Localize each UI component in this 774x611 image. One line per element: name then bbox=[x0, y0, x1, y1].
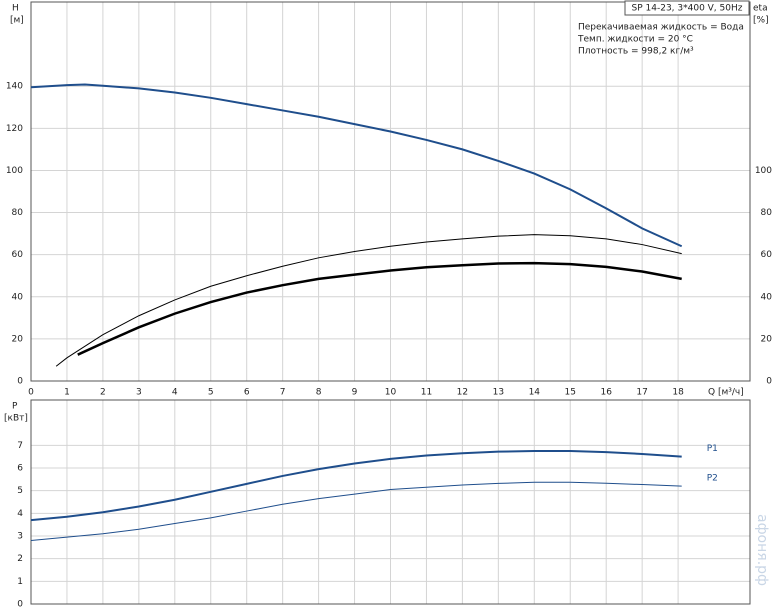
y-tick-label: 5 bbox=[17, 486, 23, 496]
x-tick-label: 3 bbox=[136, 388, 142, 398]
x-tick-label: 16 bbox=[600, 388, 612, 398]
model: SP 14-23, 3*400 V, 50Hz bbox=[632, 4, 743, 14]
y-tick-label: 140 bbox=[6, 82, 23, 92]
x-axis-label: Q [м³/ч] bbox=[708, 388, 744, 398]
y-axis-unit: [кВт] bbox=[4, 414, 28, 424]
bottom-plot-frame bbox=[30, 399, 751, 605]
watermark: афоня.рф bbox=[754, 514, 770, 586]
y-tick-label: 100 bbox=[6, 166, 23, 176]
x-tick-label: 13 bbox=[493, 388, 504, 398]
y-axis-label: P bbox=[12, 402, 18, 412]
curve bbox=[30, 450, 682, 522]
x-tick-label: 4 bbox=[172, 388, 178, 398]
series-label: P2 bbox=[707, 474, 718, 484]
y-tick-label: 40 bbox=[12, 292, 24, 302]
series-label: P1 bbox=[707, 444, 718, 454]
y-tick-label: 80 bbox=[12, 208, 24, 218]
x-tick-label: 12 bbox=[457, 388, 468, 398]
y-tick-label: 7 bbox=[17, 441, 23, 451]
curve bbox=[30, 83, 683, 248]
y-axis-unit: [м] bbox=[10, 16, 24, 26]
y-tick-label: 3 bbox=[17, 532, 23, 542]
info-text: Темп. жидкости = 20 °C bbox=[577, 35, 693, 45]
y2-tick-label: 20 bbox=[761, 334, 773, 344]
x-tick-label: 10 bbox=[385, 388, 397, 398]
y2-tick-label: 40 bbox=[761, 292, 773, 302]
x-tick-label: 18 bbox=[672, 388, 684, 398]
y-tick-label: 60 bbox=[12, 250, 24, 260]
y2-tick-label: 100 bbox=[755, 166, 772, 176]
x-tick-label: 5 bbox=[208, 388, 214, 398]
y-tick-label: 20 bbox=[12, 334, 24, 344]
top-plot-frame bbox=[30, 1, 751, 382]
x-tick-label: 2 bbox=[100, 388, 106, 398]
y-tick-label: 4 bbox=[17, 509, 23, 519]
y-tick-label: 1 bbox=[17, 577, 23, 587]
x-tick-label: 11 bbox=[421, 388, 432, 398]
curve bbox=[55, 234, 682, 367]
y2-axis-label: eta bbox=[753, 4, 768, 14]
x-tick-label: 14 bbox=[529, 388, 541, 398]
y2-tick-label: 60 bbox=[761, 250, 773, 260]
y2-tick-label: 80 bbox=[761, 208, 773, 218]
x-tick-label: 1 bbox=[64, 388, 70, 398]
y-tick-label: 6 bbox=[17, 464, 23, 474]
curve bbox=[30, 481, 682, 542]
y-tick-label: 2 bbox=[17, 554, 23, 564]
y-tick-label: 0 bbox=[17, 600, 23, 610]
x-tick-label: 17 bbox=[636, 388, 647, 398]
y2-axis-unit: [%] bbox=[753, 16, 769, 26]
model-box bbox=[624, 0, 750, 16]
x-tick-label: 8 bbox=[316, 388, 322, 398]
x-tick-label: 6 bbox=[244, 388, 250, 398]
curve bbox=[77, 261, 682, 356]
x-tick-label: 15 bbox=[565, 388, 576, 398]
y2-tick-label: 0 bbox=[766, 377, 772, 387]
info-text: Плотность = 998,2 кг/м³ bbox=[578, 47, 694, 57]
y-axis-label: H bbox=[12, 4, 19, 14]
y-tick-label: 0 bbox=[17, 377, 23, 387]
x-tick-label: 7 bbox=[280, 388, 286, 398]
x-tick-label: 9 bbox=[352, 388, 358, 398]
info-text: Перекачиваемая жидкость = Вода bbox=[578, 23, 744, 33]
x-tick-label: 0 bbox=[28, 388, 34, 398]
y-tick-label: 120 bbox=[6, 124, 23, 134]
